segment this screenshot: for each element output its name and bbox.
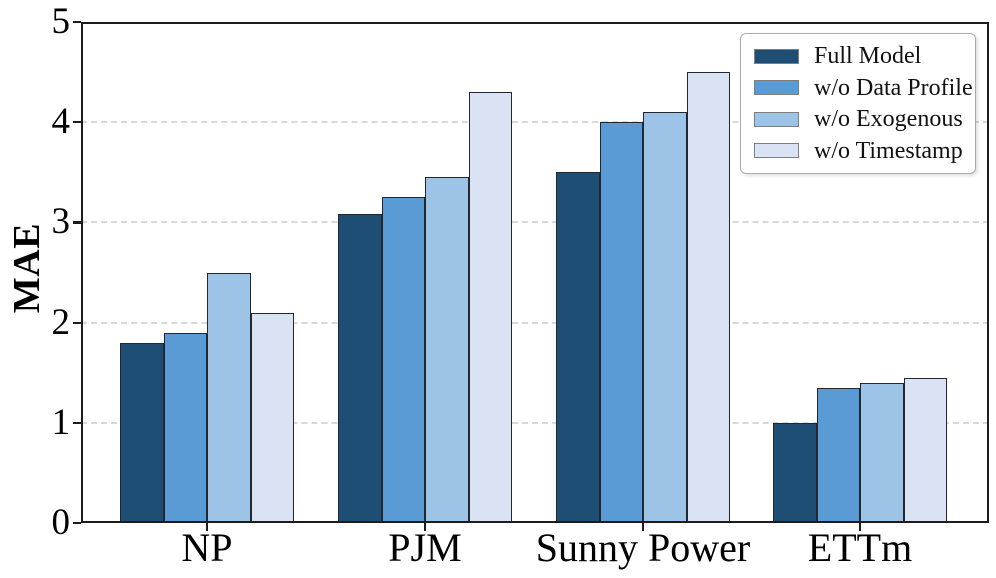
bars-layer [81,22,989,523]
legend: Full Model w/o Data Profile w/o Exogenous w… [740,33,976,174]
gridline [81,321,989,324]
bar-full-model [773,422,817,523]
bar-w-o-data-profile [599,122,643,523]
x-tick-mark [859,523,862,531]
x-category-label: PJM [388,525,462,570]
legend-item: w/o Timestamp [754,138,975,164]
y-tick-mark [73,121,81,124]
bar-w-o-data-profile [816,387,860,523]
bar-w-o-data-profile [163,332,207,523]
legend-swatch-icon [754,143,799,159]
bar-w-o-data-profile [381,197,425,523]
y-tick-mark [73,421,81,424]
y-axis-title: MAE [6,222,48,314]
x-tick-mark [206,523,209,531]
bar-full-model [556,172,600,523]
bar-w-o-exogenous [425,177,469,523]
bar-w-o-timestamp [686,72,730,523]
x-tick-mark [642,523,645,531]
bar-w-o-timestamp [468,92,512,523]
legend-item: w/o Exogenous [754,106,975,132]
y-tick-label: 0 [51,502,71,543]
y-tick-mark [73,522,81,525]
y-tick-label: 1 [51,401,71,443]
legend-label: Full Model [814,43,922,70]
legend-swatch-icon [754,48,799,64]
legend-item: w/o Data Profile [754,75,975,101]
legend-swatch-icon [754,80,799,96]
y-tick-label: 2 [51,301,71,343]
legend-swatch-icon [754,111,799,127]
legend-label: w/o Timestamp [814,137,963,164]
bar-full-model [120,342,164,523]
bar-w-o-exogenous [207,272,251,523]
y-tick-mark [73,21,81,24]
legend-label: w/o Data Profile [814,74,973,101]
gridlines-layer [81,22,989,523]
y-tick-label: 4 [51,101,71,143]
bar-w-o-timestamp [903,377,947,523]
plot-area [81,22,989,523]
gridline [81,121,989,124]
y-tick-mark [73,321,81,324]
y-tick-label: 5 [51,1,71,42]
x-category-label: NP [181,525,233,570]
x-category-label: Sunny Power [535,525,751,570]
bar-w-o-exogenous [643,112,687,523]
y-tick-mark [73,221,81,224]
bar-w-o-timestamp [250,312,294,523]
bar-w-o-exogenous [860,382,904,523]
bar-full-model [338,214,382,523]
x-tick-mark [424,523,427,531]
y-tick-label: 3 [51,201,71,243]
legend-label: w/o Exogenous [814,106,963,133]
legend-item: Full Model [754,43,975,69]
gridline [81,221,989,224]
x-category-label: ETTm [807,525,913,570]
gridline [81,421,989,424]
